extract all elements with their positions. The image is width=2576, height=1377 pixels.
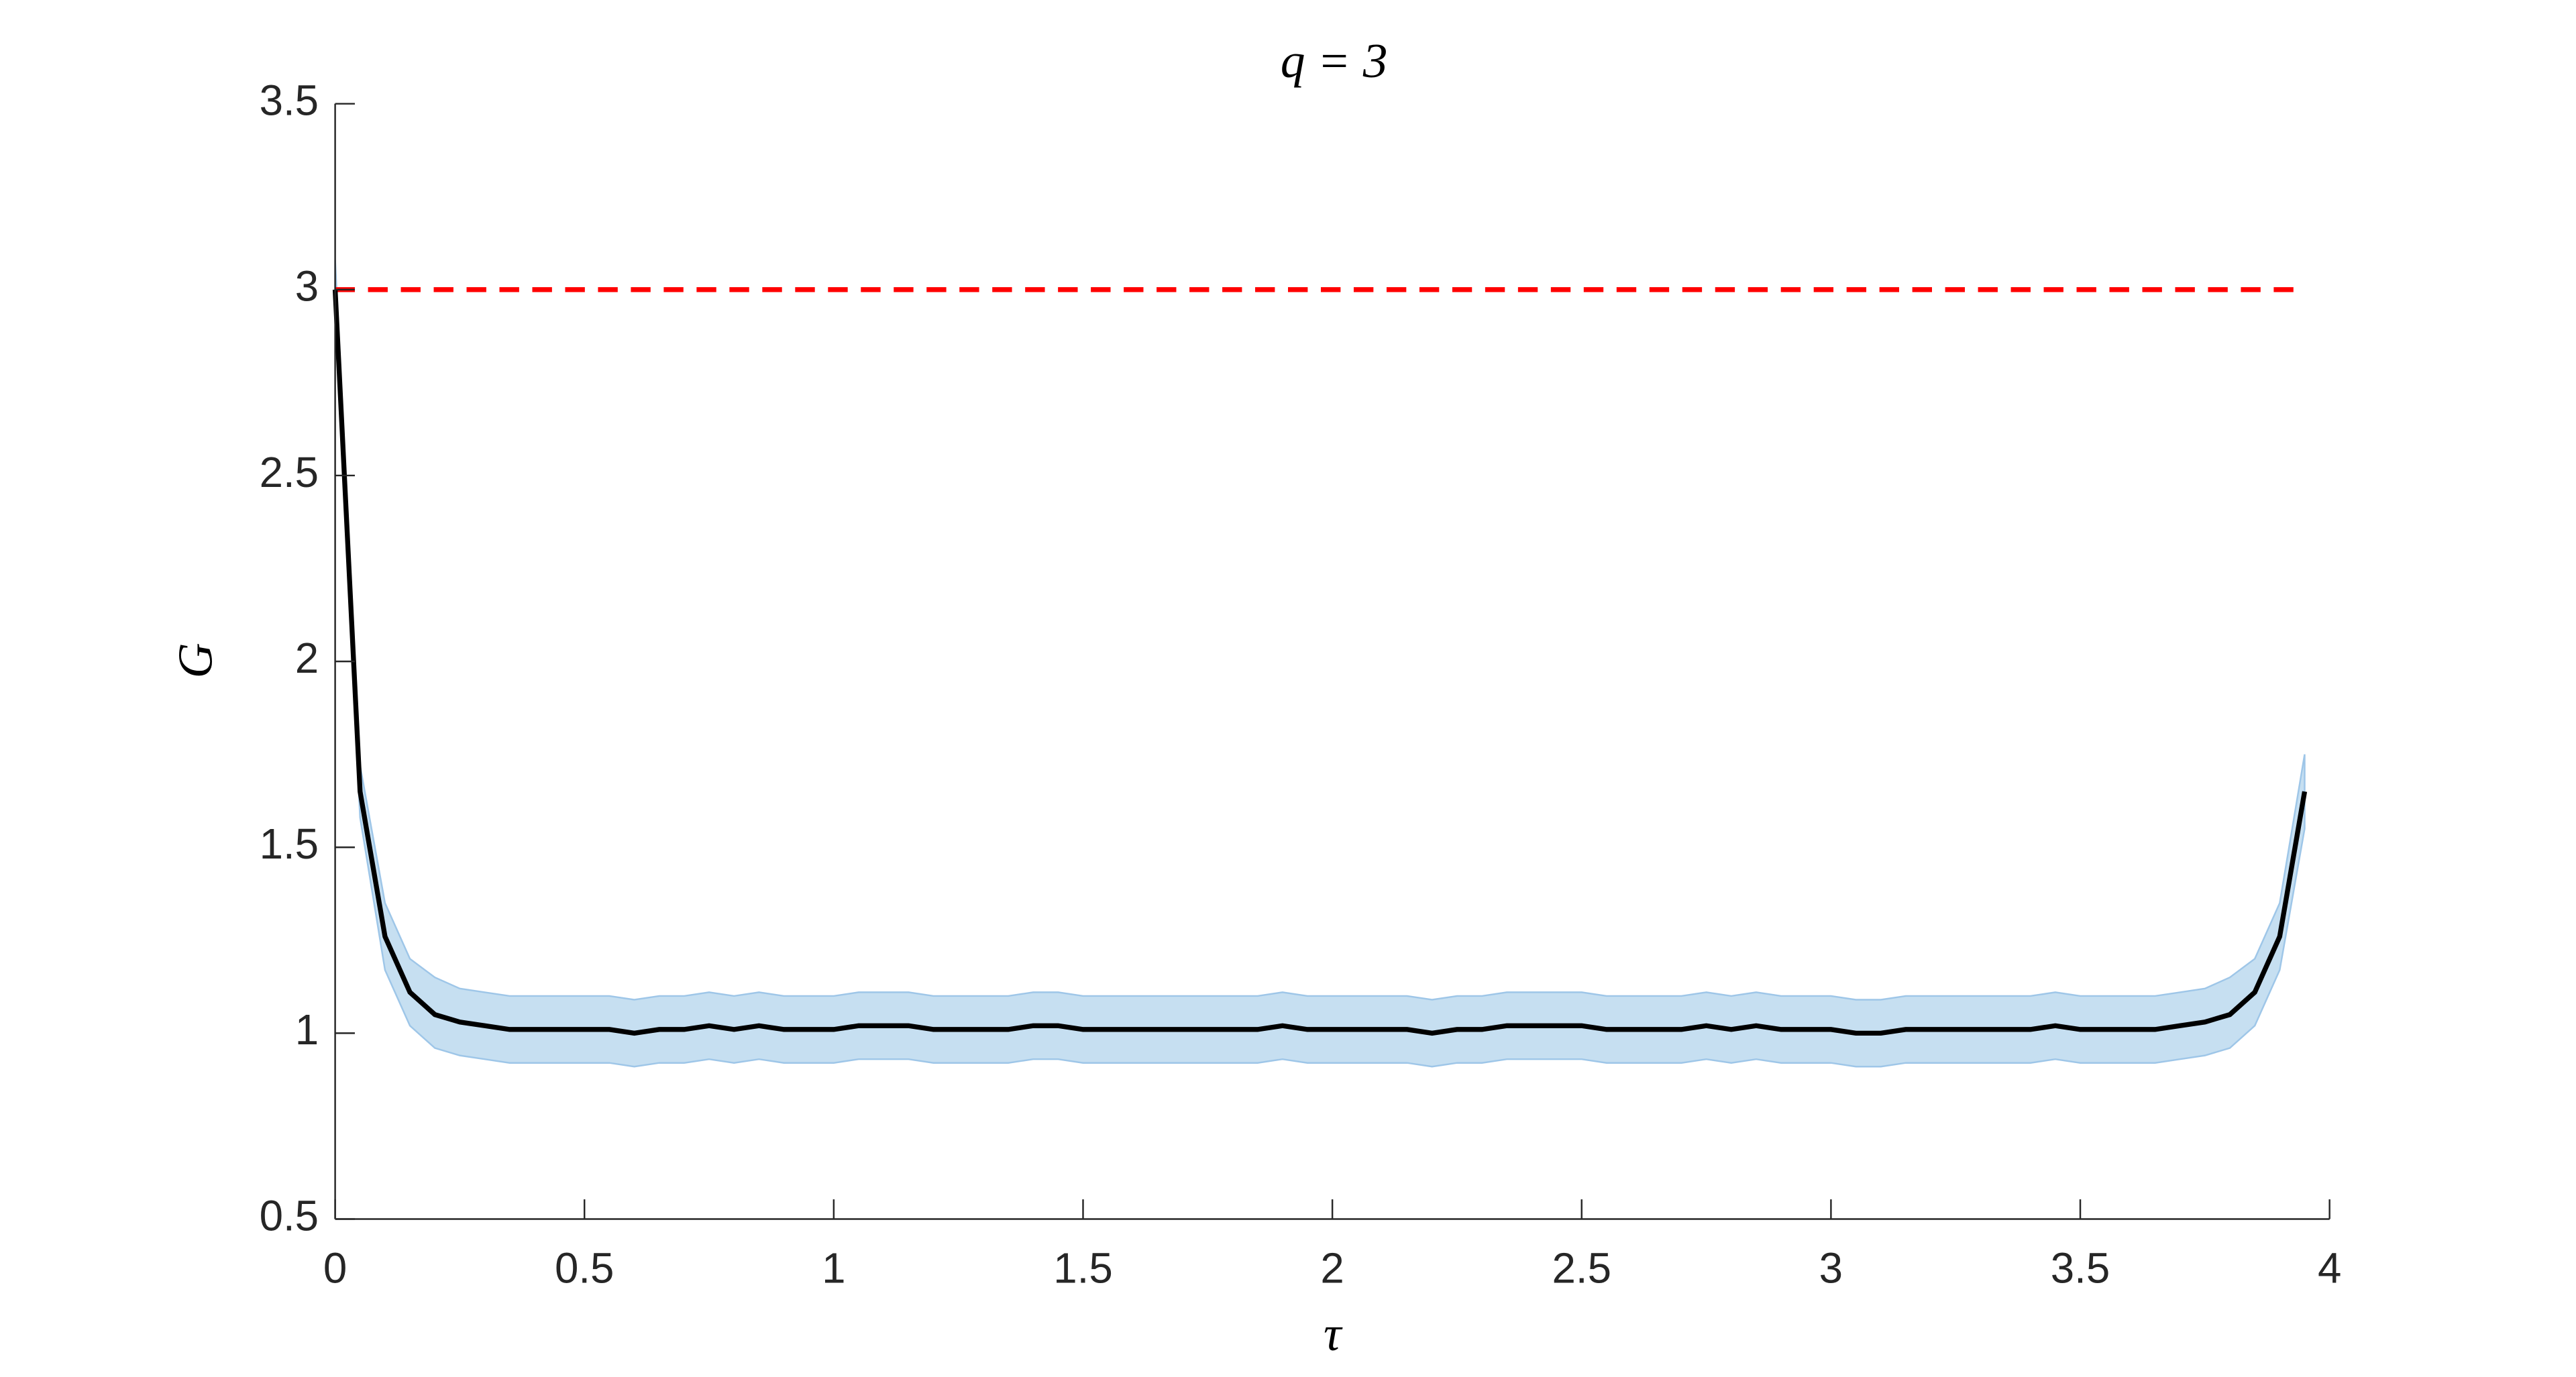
- x-axis-label: τ: [1324, 1307, 1343, 1361]
- x-tick-label: 3: [1819, 1245, 1843, 1292]
- x-tick-label: 4: [2318, 1245, 2341, 1292]
- y-tick-label: 3.5: [260, 76, 319, 124]
- x-tick-label: 1.5: [1053, 1245, 1113, 1292]
- x-tick-label: 2: [1320, 1245, 1344, 1292]
- x-tick-label: 0: [323, 1245, 347, 1292]
- x-tick-label: 3.5: [2051, 1245, 2110, 1292]
- x-tick-label: 1: [822, 1245, 845, 1292]
- x-tick-label: 0.5: [555, 1245, 614, 1292]
- y-axis-label: G: [168, 643, 223, 678]
- y-tick-label: 1.5: [260, 820, 319, 868]
- y-tick-label: 2.5: [260, 449, 319, 496]
- y-tick-label: 0.5: [260, 1192, 319, 1240]
- x-tick-label: 2.5: [1552, 1245, 1612, 1292]
- line: [332, 289, 2308, 1036]
- error-band: [334, 260, 2306, 1068]
- y-tick-label: 1: [295, 1006, 319, 1054]
- y-tick-label: 3: [295, 263, 319, 311]
- y-tick-label: 2: [295, 635, 319, 682]
- chart-title: q = 3: [1281, 34, 1388, 88]
